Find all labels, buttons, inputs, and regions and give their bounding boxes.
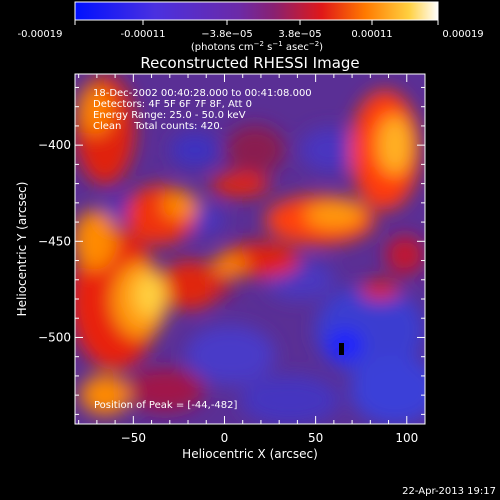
colorbar-tick-label: 3.8e−05 [278, 29, 321, 40]
x-tick-label: 100 [395, 431, 418, 445]
colorbar-tick-label: −3.8e−05 [201, 29, 253, 40]
y-tick-label: −400 [38, 138, 71, 152]
plot-frame [74, 73, 426, 425]
plot-title: Reconstructed RHESSI Image [140, 54, 359, 72]
info-line: 18-Dec-2002 00:40:28.000 to 00:41:08.000 [93, 88, 312, 99]
timestamp: 22-Apr-2013 19:17 [402, 486, 496, 497]
y-axis-label: Heliocentric Y (arcsec) [15, 182, 29, 317]
info-line: Energy Range: 25.0 - 50.0 keV [93, 110, 246, 121]
y-tick-label: −450 [38, 234, 71, 248]
info-line: Detectors: 4F 5F 6F 7F 8F, Att 0 [93, 99, 252, 110]
colorbar-units: (photons cm−2 s−1 asec−2) [191, 40, 323, 53]
info-line: Clean Total counts: 420. [93, 121, 223, 132]
x-tick-label: 0 [221, 431, 229, 445]
colorbar-tick-label: -0.00011 [121, 29, 166, 40]
axes: −50 0 50 100−400−450−500 [38, 74, 426, 445]
y-tick-label: −500 [38, 330, 71, 344]
colorbar-tick-label: -0.00019 [18, 29, 63, 40]
peak-marker [339, 343, 344, 355]
info-text: 18-Dec-2002 00:40:28.000 to 00:41:08.000… [93, 88, 312, 132]
x-tick-label: 50 [308, 431, 323, 445]
image-map [75, 74, 425, 424]
x-tick-label: −50 [121, 431, 146, 445]
colorbar-tick-label: 0.00011 [351, 29, 392, 40]
colorbar-gradient [74, 1, 439, 21]
colorbar-tick-label: 0.00019 [442, 29, 483, 40]
x-axis-label: Heliocentric X (arcsec) [182, 447, 318, 461]
peak-position-text: Position of Peak = [-44,-482] [94, 400, 238, 411]
colorbar-ticks [74, 20, 439, 25]
colorbar: -0.00019 -0.00011 −3.8e−05 3.8e−05 0.000… [18, 1, 484, 53]
